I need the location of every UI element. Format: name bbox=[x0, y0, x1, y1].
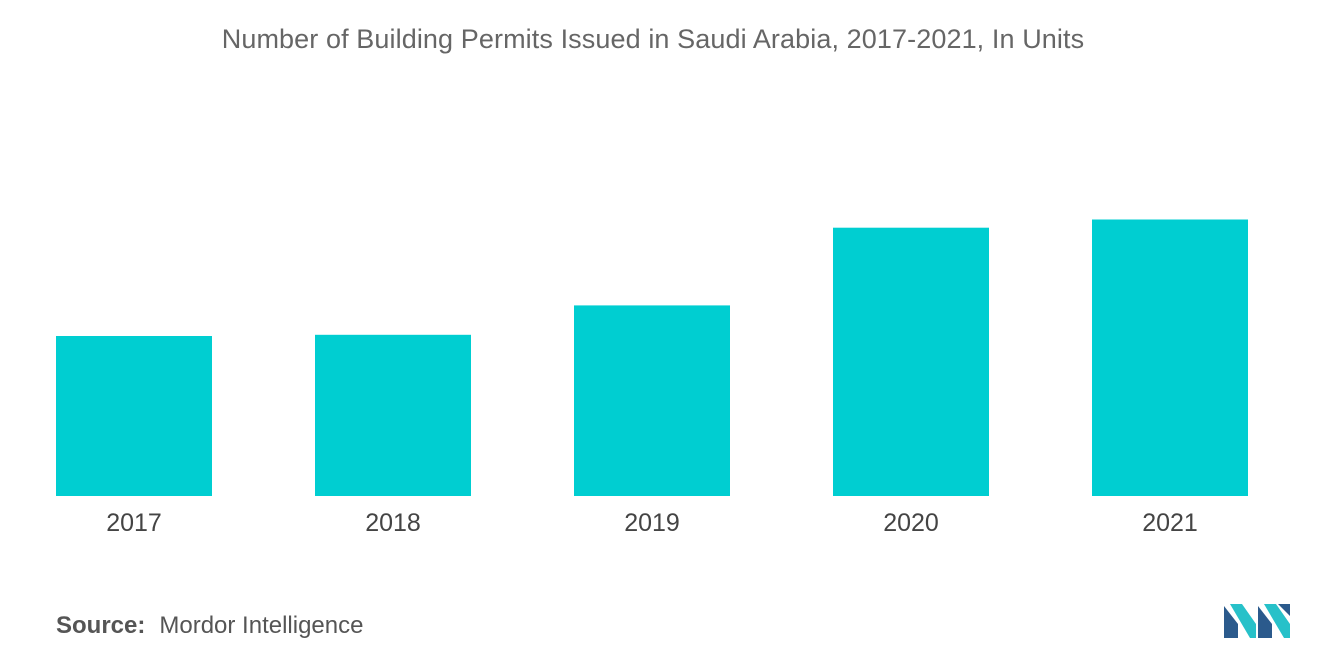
x-tick-label-2018: 2018 bbox=[365, 509, 421, 537]
source-note: Source: Mordor Intelligence bbox=[56, 612, 363, 640]
bar-2020 bbox=[833, 227, 989, 496]
x-tick-label-2017: 2017 bbox=[106, 509, 162, 537]
x-tick-label-2020: 2020 bbox=[883, 509, 939, 537]
bar-chart: 2017 2018 2019 2020 2021 bbox=[56, 219, 1248, 537]
mordor-intelligence-logo-icon bbox=[1224, 604, 1290, 638]
source-text: Mordor Intelligence bbox=[159, 612, 364, 639]
x-tick-label-2019: 2019 bbox=[624, 509, 680, 537]
x-tick-labels: 2017 2018 2019 2020 2021 bbox=[106, 509, 1198, 537]
bars-group bbox=[56, 219, 1248, 496]
bar-2018 bbox=[315, 334, 471, 496]
source-label: Source: bbox=[56, 612, 146, 639]
x-tick-label-2021: 2021 bbox=[1142, 509, 1198, 537]
bar-2021 bbox=[1092, 219, 1248, 496]
chart-title: Number of Building Permits Issued in Sau… bbox=[221, 24, 1085, 54]
bar-2017 bbox=[56, 336, 212, 496]
bar-2019 bbox=[574, 305, 730, 496]
